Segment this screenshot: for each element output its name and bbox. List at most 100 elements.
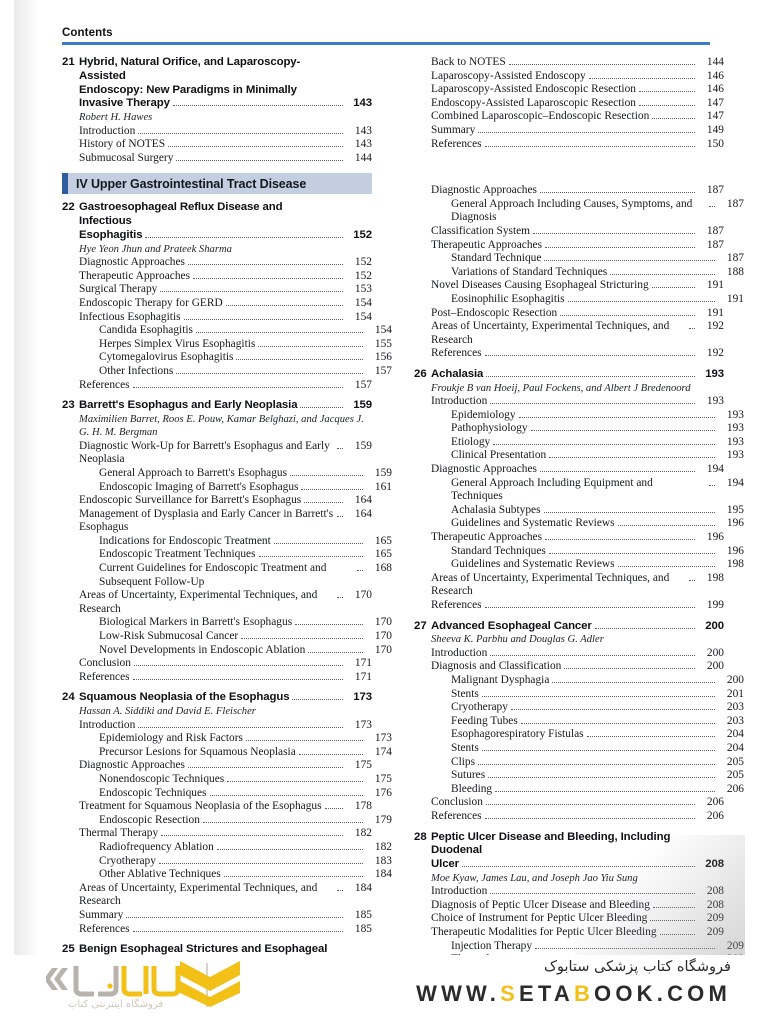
toc-entry[interactable]: Diagnostic Approaches 187 <box>431 184 724 198</box>
toc-entry[interactable]: Therapeutic Approaches 187 <box>431 239 724 253</box>
toc-entry[interactable]: Laparoscopy-Assisted Endoscopy 146 <box>431 70 724 84</box>
toc-entry[interactable]: Introduction 193 <box>431 395 724 409</box>
toc-entry[interactable]: Standard Techniques 196 <box>431 545 744 559</box>
toc-entry[interactable]: Other Ablative Techniques 184 <box>79 868 392 882</box>
toc-entry[interactable]: Introduction 173 <box>79 719 372 733</box>
toc-chapter-heading[interactable]: 26 Achalasia 193 <box>414 368 724 382</box>
toc-chapter-heading[interactable]: 28 Peptic Ulcer Disease and Bleeding, Inc… <box>414 831 724 872</box>
toc-entry[interactable]: Areas of Uncertainty, Experimental Techn… <box>79 589 372 616</box>
toc-entry[interactable]: Therapeutic Modalities for Peptic Ulcer … <box>431 926 724 940</box>
toc-entry[interactable]: Infectious Esophagitis 154 <box>79 311 372 325</box>
toc-entry[interactable]: General Approach Including Causes, Sympt… <box>431 198 744 225</box>
toc-entry[interactable]: Submucosal Surgery 144 <box>79 152 372 166</box>
toc-entry[interactable]: Choice of Instrument for Peptic Ulcer Bl… <box>431 912 724 926</box>
toc-entry[interactable]: Novel Diseases Causing Esophageal Strict… <box>431 279 724 293</box>
toc-entry[interactable]: Conclusion 206 <box>431 796 724 810</box>
toc-entry[interactable]: Conclusion 171 <box>79 657 372 671</box>
toc-entry[interactable]: Stents 201 <box>431 688 744 702</box>
toc-entry[interactable]: Diagnosis and Classification 200 <box>431 660 724 674</box>
toc-entry[interactable]: Herpes Simplex Virus Esophagitis 155 <box>79 338 392 352</box>
toc-entry[interactable]: Achalasia Subtypes 195 <box>431 504 744 518</box>
toc-entry[interactable]: Therapeutic Approaches 196 <box>431 531 724 545</box>
toc-entry[interactable]: Endoscopic Surveillance for Barrett's Es… <box>79 494 372 508</box>
toc-entry[interactable]: Introduction 200 <box>431 647 724 661</box>
toc-entry[interactable]: Biological Markers in Barrett's Esophagu… <box>79 616 392 630</box>
toc-entry[interactable]: Endoscopic Treatment Techniques 165 <box>79 548 392 562</box>
toc-entry[interactable]: Other Infections 157 <box>79 365 392 379</box>
toc-entry[interactable]: Laparoscopy-Assisted Endoscopic Resectio… <box>431 83 724 97</box>
toc-entry[interactable]: References 171 <box>79 671 372 685</box>
toc-entry[interactable]: Summary 185 <box>79 909 372 923</box>
toc-entry[interactable]: General Approach Including Equipment and… <box>431 477 744 504</box>
toc-entry[interactable]: Novel Developments in Endoscopic Ablatio… <box>79 644 392 658</box>
toc-entry[interactable]: Introduction 143 <box>79 125 372 139</box>
toc-entry[interactable]: Therapeutic Approaches 152 <box>79 270 372 284</box>
toc-entry[interactable]: Thermal Therapy 182 <box>79 827 372 841</box>
toc-entry[interactable]: Management of Dysplasia and Early Cancer… <box>79 508 372 535</box>
toc-chapter-heading[interactable]: 27 Advanced Esophageal Cancer 200 <box>414 620 724 634</box>
toc-entry[interactable]: Diagnostic Approaches 175 <box>79 759 372 773</box>
toc-entry[interactable]: Post–Endoscopic Resection 191 <box>431 307 724 321</box>
toc-entry[interactable]: Low-Risk Submucosal Cancer 170 <box>79 630 392 644</box>
toc-entry[interactable]: Precursor Lesions for Squamous Neoplasia… <box>79 746 392 760</box>
toc-entry[interactable]: Esophagorespiratory Fistulas 204 <box>431 728 744 742</box>
toc-entry[interactable]: Diagnosis of Peptic Ulcer Disease and Bl… <box>431 899 724 913</box>
toc-entry[interactable]: Standard Technique 187 <box>431 252 744 266</box>
toc-entry[interactable]: Eosinophilic Esophagitis 191 <box>431 293 744 307</box>
toc-chapter-heading[interactable]: 24 Squamous Neoplasia of the Esophagus 173 <box>62 691 372 705</box>
toc-entry[interactable]: References 185 <box>79 923 372 937</box>
brand-url[interactable]: WWW.SETABOOK.COM <box>416 981 731 1007</box>
toc-entry[interactable]: Stents 204 <box>431 742 744 756</box>
toc-entry[interactable]: References 199 <box>431 599 724 613</box>
toc-entry[interactable]: Epidemiology 193 <box>431 409 744 423</box>
toc-entry[interactable]: Malignant Dysphagia 200 <box>431 674 744 688</box>
toc-entry[interactable]: Injection Therapy 209 <box>431 940 744 954</box>
toc-entry[interactable]: Diagnostic Work-Up for Barrett's Esophag… <box>79 440 372 467</box>
toc-entry[interactable]: Bleeding 206 <box>431 783 744 797</box>
toc-entry[interactable]: References 157 <box>79 379 372 393</box>
toc-entry[interactable]: References 192 <box>431 347 724 361</box>
toc-entry[interactable]: Variations of Standard Techniques 188 <box>431 266 744 280</box>
toc-entry[interactable]: General Approach to Barrett's Esophagus 1… <box>79 467 392 481</box>
toc-entry[interactable]: Diagnostic Approaches 152 <box>79 256 372 270</box>
toc-entry[interactable]: Pathophysiology 193 <box>431 422 744 436</box>
toc-entry[interactable]: Current Guidelines for Endoscopic Treatm… <box>79 562 392 589</box>
toc-entry[interactable]: Summary 149 <box>431 124 724 138</box>
toc-entry[interactable]: Endoscopic Resection 179 <box>79 814 392 828</box>
toc-entry[interactable]: Radiofrequency Ablation 182 <box>79 841 392 855</box>
toc-entry[interactable]: Epidemiology and Risk Factors 173 <box>79 732 392 746</box>
toc-entry[interactable]: Areas of Uncertainty, Experimental Techn… <box>79 882 372 909</box>
toc-entry[interactable]: Areas of Uncertainty, Experimental Techn… <box>431 320 724 347</box>
toc-entry[interactable]: Cytomegalovirus Esophagitis 156 <box>79 351 392 365</box>
toc-entry[interactable]: Cryotherapy 203 <box>431 701 744 715</box>
toc-entry[interactable]: Candida Esophagitis 154 <box>79 324 392 338</box>
toc-entry[interactable]: Treatment for Squamous Neoplasia of the … <box>79 800 372 814</box>
toc-entry[interactable]: References 150 <box>431 138 724 152</box>
toc-entry[interactable]: Diagnostic Approaches 194 <box>431 463 724 477</box>
toc-entry[interactable]: Introduction 208 <box>431 885 724 899</box>
toc-entry[interactable]: Guidelines and Systematic Reviews 198 <box>431 558 744 572</box>
toc-entry[interactable]: Combined Laparoscopic–Endoscopic Resecti… <box>431 110 724 124</box>
toc-entry[interactable]: Cryotherapy 183 <box>79 855 392 869</box>
toc-entry[interactable]: Surgical Therapy 153 <box>79 283 372 297</box>
toc-entry[interactable]: References 206 <box>431 810 724 824</box>
toc-entry[interactable]: Feeding Tubes 203 <box>431 715 744 729</box>
toc-entry[interactable]: Endoscopic Therapy for GERD 154 <box>79 297 372 311</box>
toc-entry[interactable]: Endoscopy-Assisted Laparoscopic Resectio… <box>431 97 724 111</box>
toc-chapter-heading[interactable]: 23 Barrett's Esophagus and Early Neoplasi… <box>62 399 372 413</box>
toc-entry[interactable]: Areas of Uncertainty, Experimental Techn… <box>431 572 724 599</box>
toc-chapter-heading[interactable]: 21 Hybrid, Natural Orifice, and Laparosco… <box>62 56 372 111</box>
toc-entry[interactable]: Indications for Endoscopic Treatment 165 <box>79 535 392 549</box>
toc-entry[interactable]: Clinical Presentation 193 <box>431 449 744 463</box>
toc-entry[interactable]: Clips 205 <box>431 756 744 770</box>
toc-entry[interactable]: Nonendoscopic Techniques 175 <box>79 773 392 787</box>
toc-entry[interactable]: Guidelines and Systematic Reviews 196 <box>431 517 744 531</box>
toc-entry[interactable]: Back to NOTES 144 <box>431 56 724 70</box>
toc-entry[interactable]: Sutures 205 <box>431 769 744 783</box>
toc-chapter-heading[interactable]: 22 Gastroesophageal Reflux Disease and In… <box>62 201 372 242</box>
toc-entry[interactable]: Etiology 193 <box>431 436 744 450</box>
toc-entry[interactable]: Classification System 187 <box>431 225 724 239</box>
toc-entry[interactable]: Endoscopic Techniques 176 <box>79 787 392 801</box>
toc-entry[interactable]: History of NOTES 143 <box>79 138 372 152</box>
toc-entry[interactable]: Endoscopic Imaging of Barrett's Esophagu… <box>79 481 392 495</box>
